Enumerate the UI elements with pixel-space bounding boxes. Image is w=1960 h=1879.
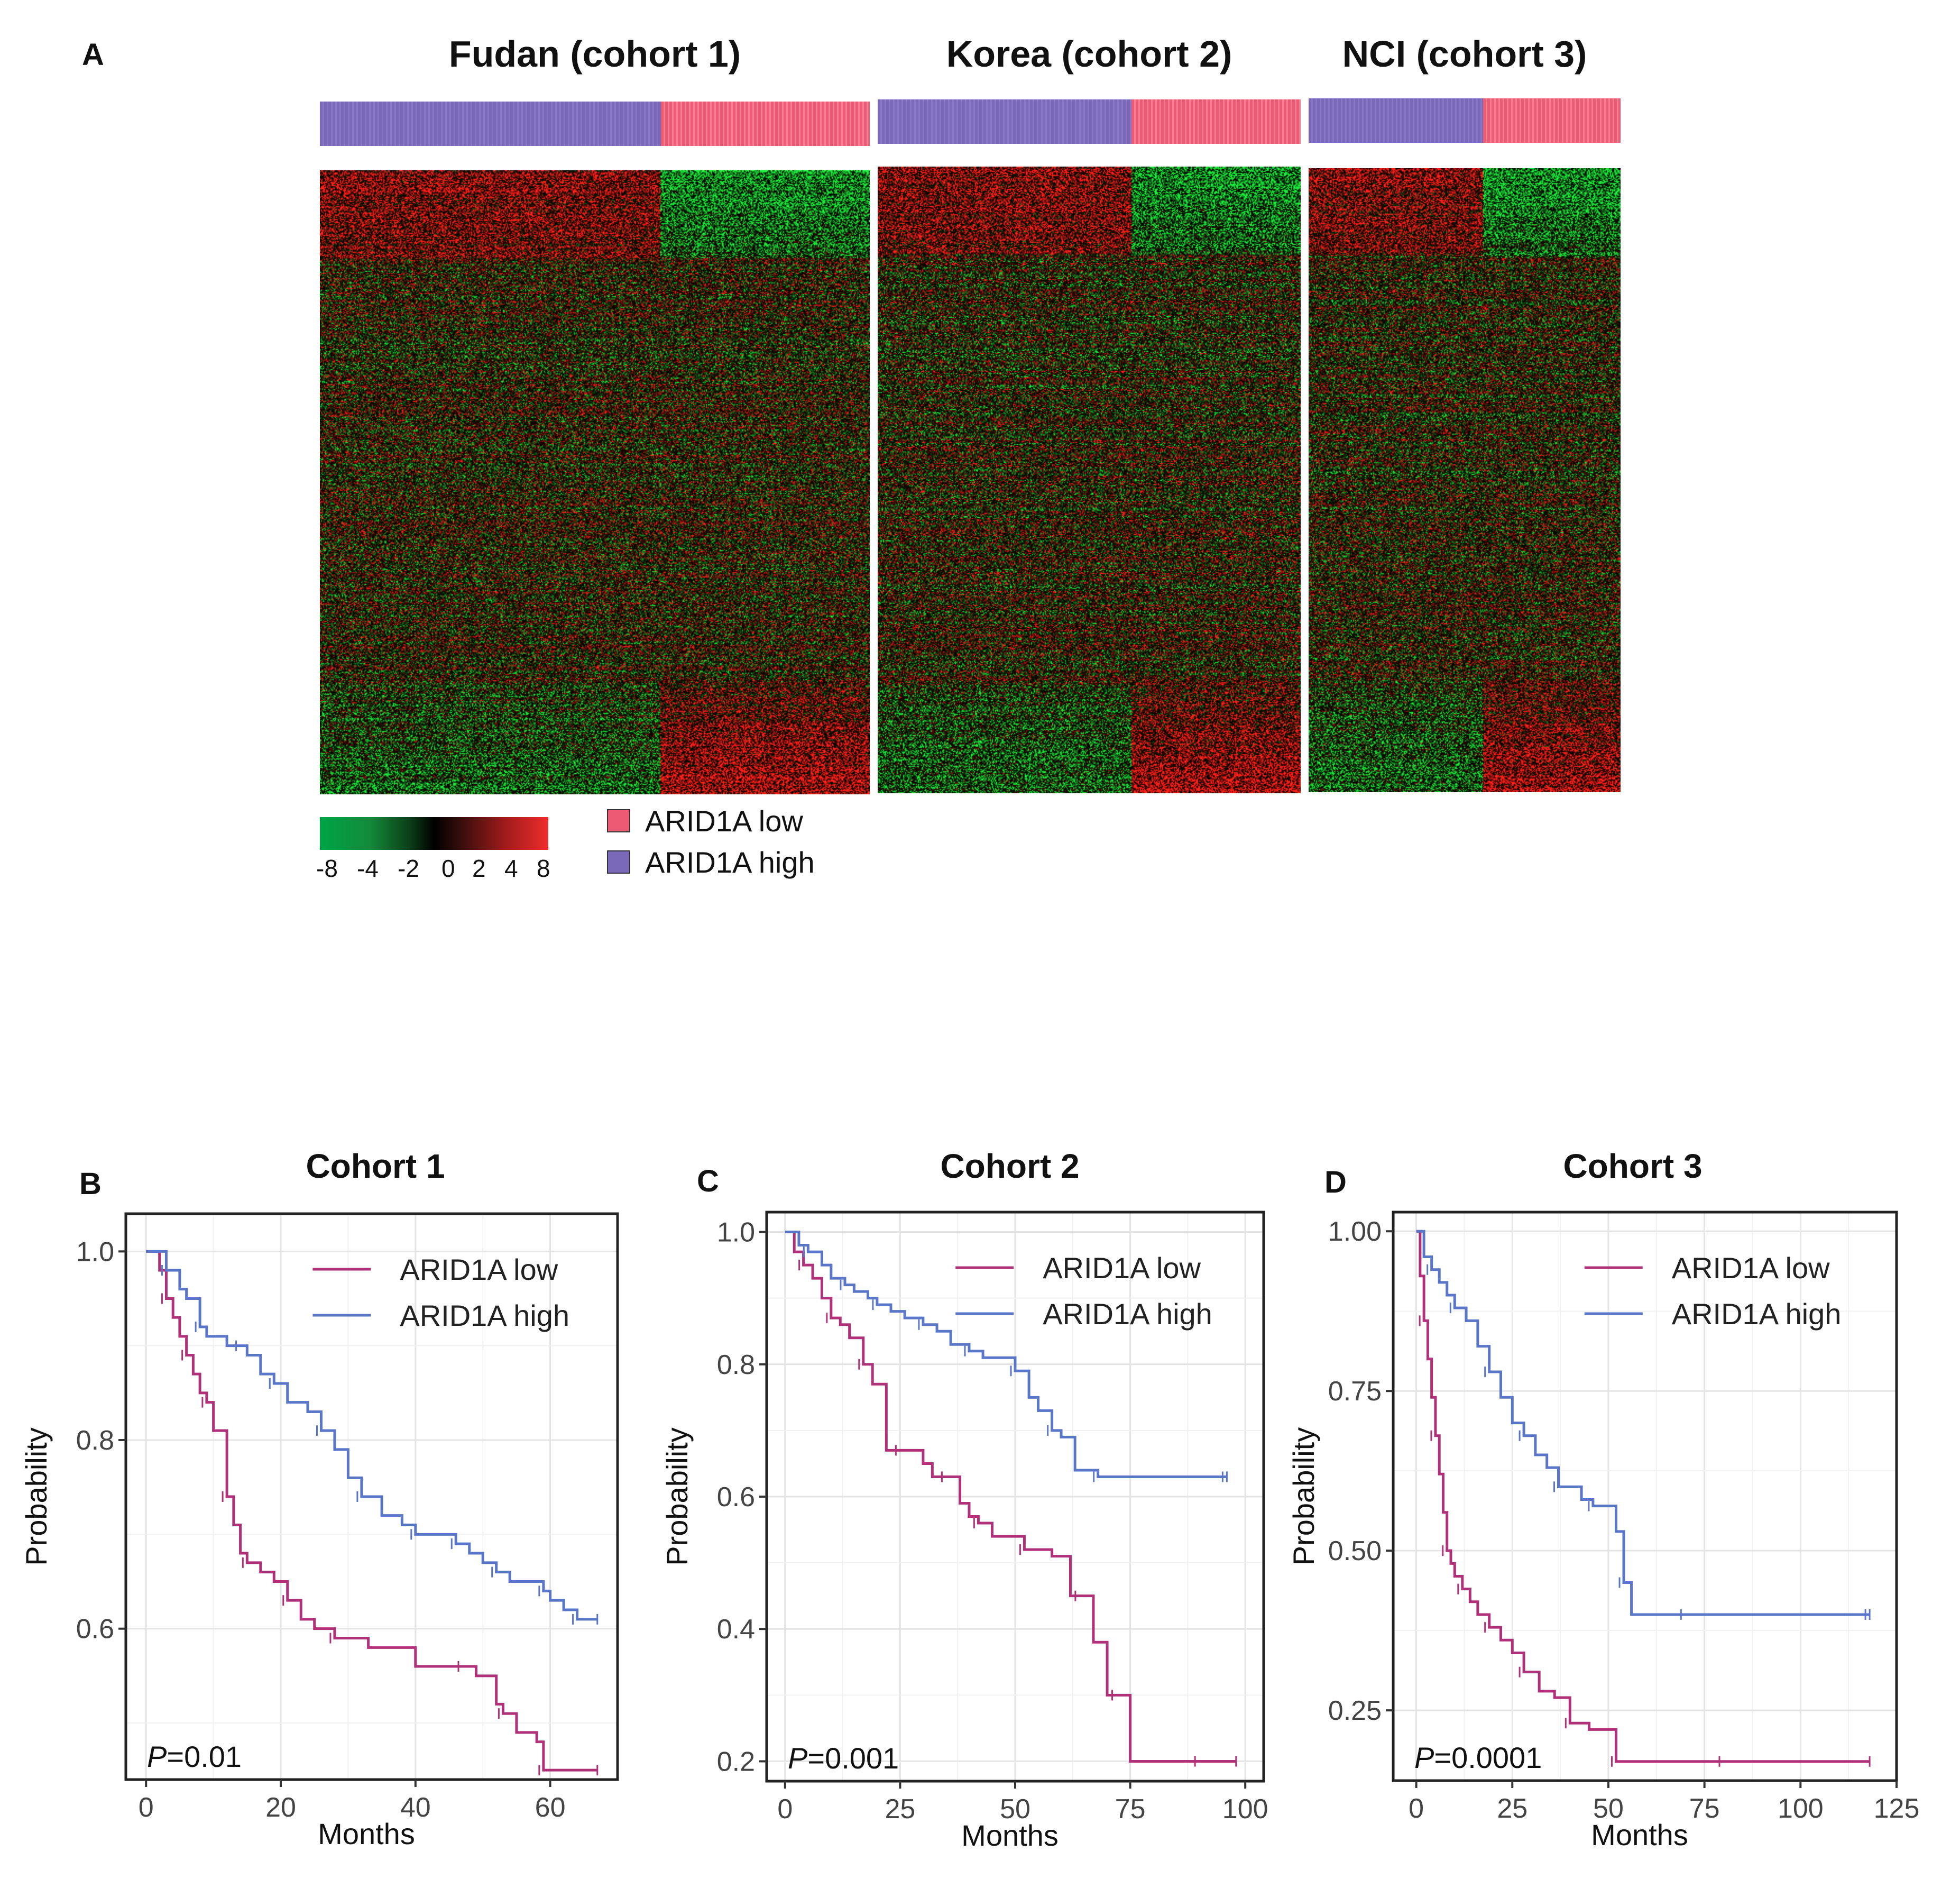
x-tick-label: 100 bbox=[1778, 1793, 1824, 1824]
p-value-number: =0.0001 bbox=[1434, 1741, 1542, 1774]
arid1a-high-segment bbox=[1309, 98, 1484, 143]
p-value-annotation: P=0.01 bbox=[147, 1740, 242, 1773]
y-tick-label: 0.2 bbox=[717, 1746, 755, 1777]
x-axis-title: Months bbox=[1591, 1818, 1688, 1851]
legend-label-low: ARID1A low bbox=[1043, 1251, 1201, 1285]
chart-title-cohort-3: Cohort 3 bbox=[1563, 1147, 1703, 1185]
x-tick-label: 75 bbox=[1115, 1794, 1146, 1825]
scale-tick: -4 bbox=[357, 855, 379, 882]
x-tick-label: 60 bbox=[535, 1792, 566, 1823]
color-scale-bar bbox=[320, 817, 548, 850]
y-tick-label: 0.25 bbox=[1328, 1695, 1382, 1726]
x-tick-label: 0 bbox=[139, 1792, 154, 1823]
expression-heatmap-cohort-3 bbox=[1309, 168, 1621, 792]
x-tick-label: 40 bbox=[400, 1792, 431, 1823]
panel-letter-b: B bbox=[79, 1167, 102, 1201]
heatmap-title-cohort-2: Korea (cohort 2) bbox=[946, 33, 1232, 75]
survival-plot-cohort-2: 0 25 50 75 100 0.2 0.4 0.6 0.8 1.0 Months Probabili… bbox=[660, 1211, 1268, 1852]
heatmap-title-cohort-1: Fudan (cohort 1) bbox=[448, 33, 741, 75]
survival-curve-high bbox=[1416, 1230, 1870, 1616]
survival-curve-low bbox=[146, 1250, 597, 1772]
arid1a-high-legend-label: ARID1A high bbox=[645, 846, 815, 879]
survival-plot-cohort-3: 0 25 50 75 100 125 0.25 0.50 0.75 1.00 Months Proba… bbox=[1287, 1211, 1920, 1851]
y-tick-label: 0.50 bbox=[1328, 1536, 1382, 1566]
chart-title-cohort-1: Cohort 1 bbox=[306, 1147, 445, 1185]
expression-heatmap-cohort-2 bbox=[878, 167, 1301, 793]
x-tick-label: 25 bbox=[885, 1794, 915, 1825]
p-value-symbol: P bbox=[1414, 1741, 1434, 1774]
heatmap-title-cohort-3: NCI (cohort 3) bbox=[1342, 33, 1587, 75]
group-annotation-bar-cohort-1 bbox=[320, 102, 870, 146]
y-tick-label: 0.8 bbox=[76, 1425, 114, 1456]
y-axis-title: Probability bbox=[1287, 1427, 1320, 1565]
group-annotation-bar-cohort-2 bbox=[878, 99, 1301, 144]
x-axis-title: Months bbox=[318, 1817, 415, 1850]
scale-tick: 8 bbox=[537, 855, 550, 882]
x-tick-label: 75 bbox=[1689, 1793, 1720, 1824]
survival-plot-cohort-1: 0 20 40 60 0.6 0.8 1.0 Months Probability ARID1A … bbox=[20, 1212, 619, 1850]
plot-border bbox=[1392, 1211, 1898, 1782]
x-tick-label: 0 bbox=[777, 1794, 793, 1825]
x-tick-label: 25 bbox=[1497, 1793, 1527, 1824]
x-tick-label: 0 bbox=[1409, 1793, 1424, 1824]
panel-letter-c: C bbox=[697, 1164, 719, 1198]
y-tick-label: 1.00 bbox=[1328, 1216, 1382, 1247]
x-tick-label: 50 bbox=[1000, 1794, 1030, 1825]
survival-curve-low bbox=[1416, 1230, 1870, 1763]
y-axis-title: Probability bbox=[20, 1427, 53, 1565]
panel-letter-a: A bbox=[82, 38, 104, 72]
legend-label-high: ARID1A high bbox=[1672, 1297, 1842, 1331]
arid1a-high-legend-swatch bbox=[607, 850, 630, 874]
scale-tick: 0 bbox=[441, 855, 455, 882]
plot-border bbox=[124, 1212, 619, 1781]
arid1a-low-segment bbox=[660, 102, 870, 146]
y-tick-label: 0.75 bbox=[1328, 1376, 1382, 1407]
p-value-symbol: P bbox=[788, 1741, 807, 1775]
panel-letter-d: D bbox=[1324, 1165, 1347, 1199]
p-value-annotation: P=0.0001 bbox=[1414, 1741, 1542, 1774]
y-axis-title: Probability bbox=[660, 1427, 694, 1565]
y-tick-label: 1.0 bbox=[717, 1217, 755, 1248]
legend-label-high: ARID1A high bbox=[400, 1299, 569, 1332]
y-tick-label: 0.8 bbox=[717, 1350, 755, 1380]
y-tick-label: 0.4 bbox=[717, 1614, 755, 1645]
arid1a-low-segment bbox=[1483, 98, 1621, 143]
survival-curve-high bbox=[785, 1231, 1227, 1478]
p-value-number: =0.001 bbox=[807, 1741, 899, 1775]
arid1a-low-legend-swatch bbox=[607, 809, 630, 832]
p-value-annotation: P=0.001 bbox=[788, 1741, 899, 1775]
arid1a-high-segment bbox=[320, 102, 661, 146]
legend-label-low: ARID1A low bbox=[1672, 1251, 1830, 1285]
legend-label-low: ARID1A low bbox=[400, 1253, 558, 1286]
x-tick-label: 125 bbox=[1874, 1793, 1920, 1824]
x-tick-label: 100 bbox=[1222, 1794, 1268, 1825]
survival-curve-high bbox=[146, 1250, 597, 1621]
y-tick-label: 0.6 bbox=[717, 1482, 755, 1513]
x-tick-label: 50 bbox=[1593, 1793, 1624, 1824]
x-tick-label: 20 bbox=[265, 1792, 296, 1823]
scale-tick: 2 bbox=[472, 855, 486, 882]
scale-tick: 4 bbox=[504, 855, 518, 882]
x-axis-title: Months bbox=[961, 1819, 1059, 1852]
arid1a-high-segment bbox=[878, 99, 1131, 144]
group-annotation-bar-cohort-3 bbox=[1309, 98, 1621, 143]
expression-heatmap-cohort-1 bbox=[320, 170, 870, 794]
plot-background bbox=[1393, 1212, 1897, 1781]
arid1a-low-legend-label: ARID1A low bbox=[645, 804, 803, 838]
y-tick-label: 1.0 bbox=[76, 1236, 114, 1267]
y-tick-label: 0.6 bbox=[76, 1614, 114, 1645]
p-value-symbol: P bbox=[147, 1740, 167, 1773]
chart-title-cohort-2: Cohort 2 bbox=[940, 1147, 1080, 1185]
arid1a-low-segment bbox=[1131, 99, 1301, 144]
survival-curve-low bbox=[785, 1231, 1236, 1763]
legend-label-high: ARID1A high bbox=[1043, 1297, 1212, 1331]
scale-tick: -2 bbox=[398, 855, 419, 882]
p-value-number: =0.01 bbox=[167, 1740, 242, 1773]
scale-tick: -8 bbox=[316, 855, 338, 882]
